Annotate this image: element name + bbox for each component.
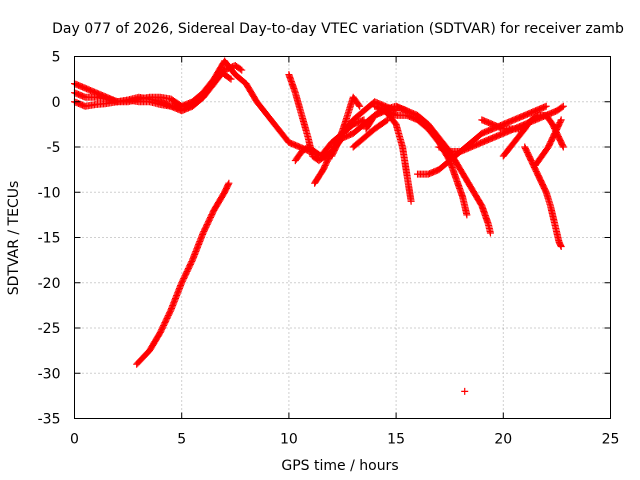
data-point (227, 75, 235, 83)
data-point (558, 103, 566, 111)
data-point (559, 142, 567, 150)
y-tick-label: 0 (52, 95, 61, 111)
data-point (236, 65, 244, 73)
data-point (557, 243, 565, 251)
data-point (461, 387, 469, 395)
y-axis-label: SDTVAR / TECUs (6, 181, 22, 296)
data-point (559, 143, 567, 151)
series-track-4 (133, 179, 233, 368)
series-track-10 (362, 107, 415, 205)
x-tick-label: 0 (70, 432, 79, 448)
x-tick-label: 15 (387, 432, 405, 448)
data-point (225, 179, 233, 187)
grid (74, 56, 611, 419)
data-point (360, 116, 368, 124)
data-points (71, 57, 567, 395)
x-tick-label: 5 (177, 432, 186, 448)
data-point (356, 102, 364, 110)
y-tick-label: -25 (38, 321, 61, 337)
chart-title: Day 077 of 2026, Sidereal Day-to-day VTE… (52, 21, 624, 37)
y-tick-label: -20 (38, 276, 61, 292)
y-tick-label: -15 (38, 231, 61, 247)
series-track-11 (371, 102, 471, 219)
x-tick-label: 10 (280, 432, 298, 448)
data-point (463, 211, 471, 219)
data-point (224, 180, 232, 188)
y-tick-label: -5 (47, 140, 61, 156)
y-tick-label: -10 (38, 185, 61, 201)
data-point (226, 74, 234, 82)
data-point (486, 229, 494, 237)
data-point (559, 102, 567, 110)
x-axis-tick-labels: 0 5 10 15 20 25 (70, 432, 619, 448)
series-track-9 (349, 116, 392, 151)
data-point (382, 117, 390, 125)
data-point (557, 116, 565, 124)
series-track-8 (328, 93, 364, 160)
data-point (542, 102, 550, 110)
axis-ticks (74, 56, 611, 419)
series-outlier (461, 387, 469, 395)
series-track-3 (71, 57, 314, 156)
data-point (238, 66, 246, 74)
data-point (557, 117, 565, 125)
series-track-17 (521, 143, 565, 251)
x-axis-label: GPS time / hours (281, 458, 398, 474)
data-point (407, 197, 415, 205)
data-point (355, 101, 363, 109)
y-tick-label: 5 (52, 50, 61, 66)
series-track-18 (531, 116, 565, 169)
x-tick-label: 25 (602, 432, 620, 448)
y-axis-tick-labels: 5 0 -5 -10 -15 -20 -25 -30 -35 (38, 50, 61, 428)
y-tick-label: -35 (38, 412, 61, 428)
x-tick-label: 20 (494, 432, 512, 448)
y-tick-label: -30 (38, 366, 61, 382)
